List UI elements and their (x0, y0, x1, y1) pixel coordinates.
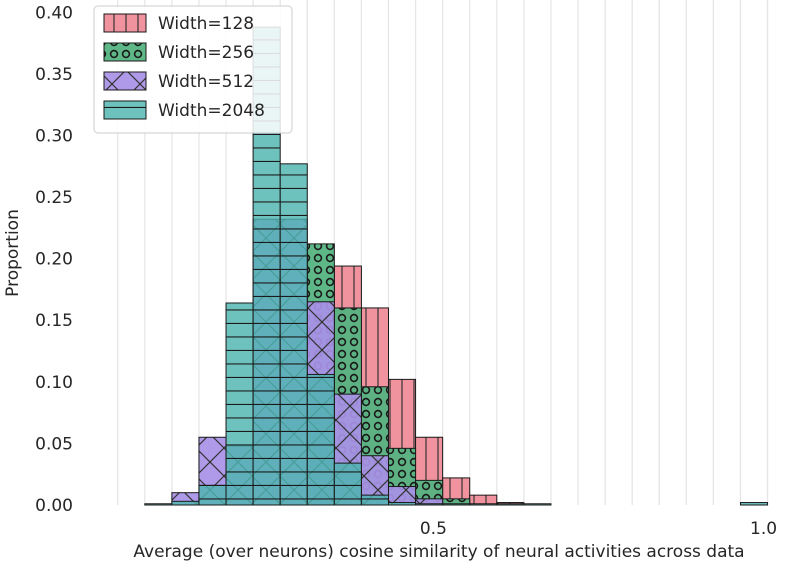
bar (739, 502, 769, 506)
y-tick-label: 0.35 (35, 65, 73, 85)
bar (415, 503, 444, 506)
y-tick-label: 0.20 (35, 250, 73, 270)
y-tick-label: 0.25 (35, 188, 73, 208)
y-axis-ticks: 0.00 0.05 0.10 0.15 0.20 0.25 0.30 0.35 0.40 (35, 3, 73, 516)
y-tick-label: 0.40 (35, 3, 73, 23)
bar (198, 484, 227, 506)
legend-entry: Width=512 (103, 71, 254, 92)
bar (171, 500, 200, 506)
legend-entry: Width=2048 (103, 100, 265, 121)
bar (387, 502, 417, 506)
legend-entries: Width=128 Width=256 Width=512 Width=2048 (103, 13, 265, 121)
y-tick-label: 0.10 (35, 373, 73, 393)
bars (144, 26, 769, 506)
y-tick-label: 0.15 (35, 311, 73, 331)
bar (333, 462, 362, 506)
bar (469, 503, 498, 506)
legend-swatch (103, 42, 147, 62)
y-axis-label: Proportion (3, 209, 23, 297)
legend-swatch (103, 100, 147, 120)
x-tick-label: 1.0 (750, 519, 777, 539)
legend-swatch (103, 13, 147, 33)
legend-entry: Width=256 (103, 42, 254, 63)
legend-entry: Width=128 (103, 13, 254, 34)
x-tick-label: 0.5 (420, 519, 447, 539)
legend: Width=128 Width=256 Width=512 Width=2048 (93, 5, 293, 134)
series-width-2048 (144, 26, 769, 506)
bar (523, 503, 552, 506)
y-tick-label: 0.00 (35, 496, 73, 516)
bar (360, 494, 389, 506)
x-axis-ticks: 0.5 1.0 (420, 519, 777, 539)
legend-label: Width=512 (158, 72, 254, 92)
bar (144, 503, 173, 506)
legend-swatch (103, 71, 147, 91)
bar (279, 163, 308, 506)
x-axis-label: Average (over neurons) cosine similarity… (133, 542, 744, 562)
legend-label: Width=2048 (158, 101, 265, 121)
bar (442, 503, 471, 506)
bar (496, 503, 525, 506)
bar (306, 373, 335, 506)
y-tick-label: 0.30 (35, 126, 73, 146)
y-tick-label: 0.05 (35, 434, 73, 454)
legend-label: Width=128 (158, 14, 254, 34)
plot-area (90, 0, 790, 506)
bar (225, 302, 254, 506)
legend-label: Width=256 (158, 43, 254, 63)
